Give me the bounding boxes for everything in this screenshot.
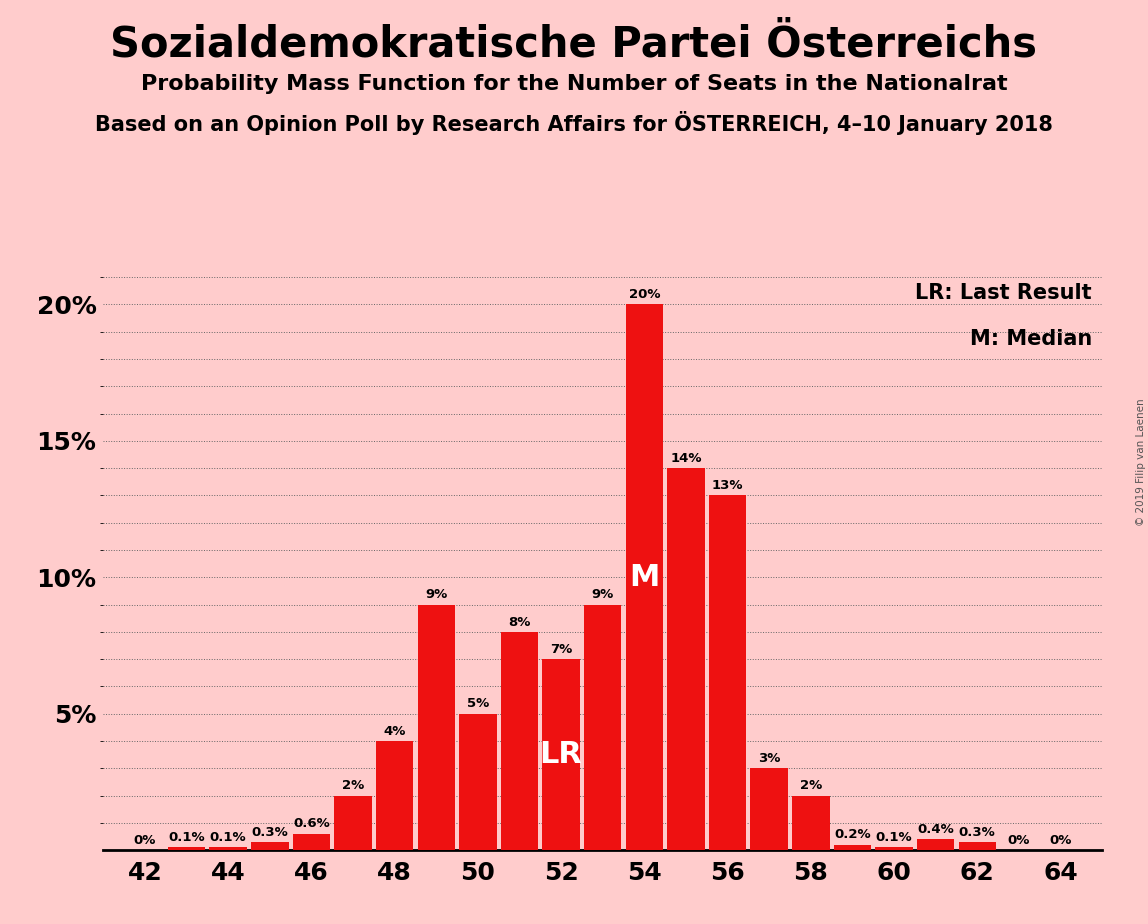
Text: 0.6%: 0.6% [293, 818, 329, 831]
Text: 3%: 3% [758, 752, 781, 765]
Bar [375, 741, 413, 850]
Bar [251, 842, 288, 850]
Bar [959, 842, 996, 850]
Text: 2%: 2% [800, 779, 822, 792]
Text: M: Median: M: Median [970, 329, 1092, 348]
Bar [917, 839, 954, 850]
Text: 0.3%: 0.3% [959, 826, 995, 839]
Bar [168, 847, 205, 850]
Text: Probability Mass Function for the Number of Seats in the Nationalrat: Probability Mass Function for the Number… [141, 74, 1007, 94]
Text: © 2019 Filip van Laenen: © 2019 Filip van Laenen [1135, 398, 1146, 526]
Text: 5%: 5% [467, 698, 489, 711]
Text: 0.3%: 0.3% [251, 826, 288, 839]
Bar [209, 847, 247, 850]
Text: 8%: 8% [509, 615, 530, 628]
Text: 0%: 0% [134, 833, 156, 846]
Text: 4%: 4% [383, 724, 405, 737]
Text: 0.1%: 0.1% [210, 831, 247, 845]
Text: 2%: 2% [342, 779, 364, 792]
Text: 0.4%: 0.4% [917, 823, 954, 836]
Text: 9%: 9% [591, 589, 614, 602]
Bar [418, 604, 455, 850]
Bar [875, 847, 913, 850]
Text: 20%: 20% [629, 288, 660, 301]
Text: Sozialdemokratische Partei Österreichs: Sozialdemokratische Partei Österreichs [110, 23, 1038, 65]
Bar [501, 632, 538, 850]
Bar [792, 796, 830, 850]
Text: LR: Last Result: LR: Last Result [915, 283, 1092, 303]
Text: 14%: 14% [670, 452, 701, 465]
Text: 13%: 13% [712, 480, 743, 492]
Text: 7%: 7% [550, 643, 572, 656]
Text: 0.2%: 0.2% [835, 828, 870, 842]
Text: LR: LR [540, 740, 582, 769]
Text: M: M [629, 563, 659, 591]
Bar [293, 833, 331, 850]
Bar [708, 495, 746, 850]
Text: 0%: 0% [1049, 833, 1071, 846]
Bar [751, 768, 788, 850]
Bar [584, 604, 621, 850]
Bar [833, 845, 871, 850]
Bar [542, 659, 580, 850]
Text: 0.1%: 0.1% [169, 831, 204, 845]
Text: 9%: 9% [425, 589, 448, 602]
Bar [334, 796, 372, 850]
Text: Based on an Opinion Poll by Research Affairs for ÖSTERREICH, 4–10 January 2018: Based on an Opinion Poll by Research Aff… [95, 111, 1053, 135]
Bar [459, 713, 497, 850]
Bar [626, 305, 664, 850]
Bar [667, 468, 705, 850]
Text: 0.1%: 0.1% [876, 831, 913, 845]
Text: 0%: 0% [1008, 833, 1030, 846]
